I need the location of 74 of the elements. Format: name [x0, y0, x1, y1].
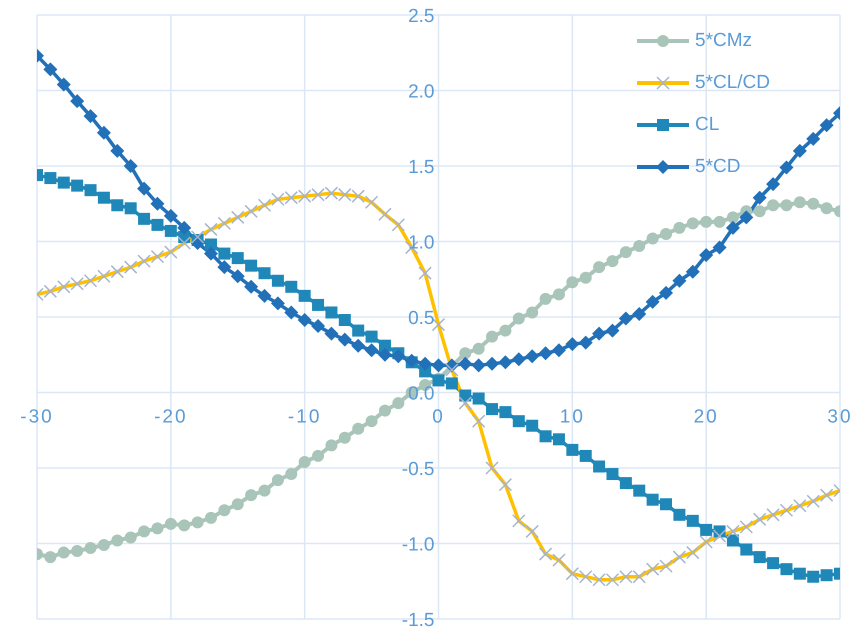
x-tick-label: -20	[154, 406, 188, 428]
x-tick-label: 30	[827, 406, 853, 428]
point	[164, 518, 177, 530]
point	[660, 228, 672, 240]
legend-label: CL	[695, 114, 720, 136]
point	[298, 456, 311, 468]
point	[98, 539, 110, 552]
point	[378, 404, 391, 417]
point	[726, 211, 739, 224]
point	[84, 542, 97, 554]
point	[325, 439, 338, 452]
point	[111, 534, 124, 546]
point	[526, 306, 538, 318]
x-tick-label: 0	[432, 406, 445, 428]
point	[754, 205, 766, 218]
point	[44, 551, 56, 564]
point	[258, 484, 271, 497]
x-tick-label: -10	[288, 406, 322, 428]
point	[459, 347, 472, 360]
legend-label: 5*CMz	[695, 30, 752, 52]
point	[512, 312, 525, 325]
point	[392, 397, 404, 410]
point	[686, 217, 699, 230]
point	[714, 216, 726, 228]
point	[352, 422, 364, 435]
point	[499, 324, 512, 337]
point	[124, 531, 137, 544]
point	[138, 525, 150, 538]
point	[312, 450, 324, 462]
point	[620, 246, 632, 258]
point	[204, 512, 217, 524]
y-tick-label: -1.0	[402, 534, 434, 556]
y-tick-label: 2.5	[408, 6, 434, 27]
legend-label: 5*CD	[695, 156, 740, 178]
point	[285, 468, 298, 480]
x-tick-label: 20	[694, 406, 719, 428]
point	[633, 240, 646, 252]
point	[580, 272, 592, 284]
point	[245, 489, 258, 502]
point	[767, 199, 780, 212]
point	[552, 288, 565, 300]
point	[272, 474, 284, 486]
point	[192, 516, 204, 528]
point	[794, 196, 806, 208]
point	[700, 216, 712, 228]
point	[218, 504, 230, 516]
y-tick-label: 2.0	[408, 82, 434, 102]
y-tick-label: 1.5	[408, 157, 434, 178]
y-tick-label: -0.5	[402, 459, 434, 480]
point	[566, 276, 578, 288]
point	[178, 519, 190, 532]
point	[606, 255, 618, 268]
y-tick-label: 1.0	[408, 232, 434, 254]
point	[232, 498, 244, 510]
point	[820, 202, 833, 214]
legend-label: 5*CL/CD	[695, 72, 770, 94]
point	[646, 232, 659, 244]
y-tick-label: 0.5	[408, 308, 434, 329]
x-tick-label: -30	[20, 406, 54, 428]
x-tick-label: 10	[560, 406, 585, 428]
point	[486, 330, 498, 343]
point	[807, 198, 820, 210]
point	[338, 432, 351, 444]
point	[540, 292, 552, 305]
point	[472, 342, 485, 355]
y-tick-label: 0.0	[408, 384, 434, 404]
point	[780, 199, 792, 212]
point	[71, 545, 84, 558]
point	[366, 415, 378, 428]
point	[58, 546, 70, 559]
point	[673, 222, 686, 234]
y-tick-label: -1.5	[402, 610, 434, 631]
point	[593, 261, 606, 274]
point	[151, 522, 164, 534]
